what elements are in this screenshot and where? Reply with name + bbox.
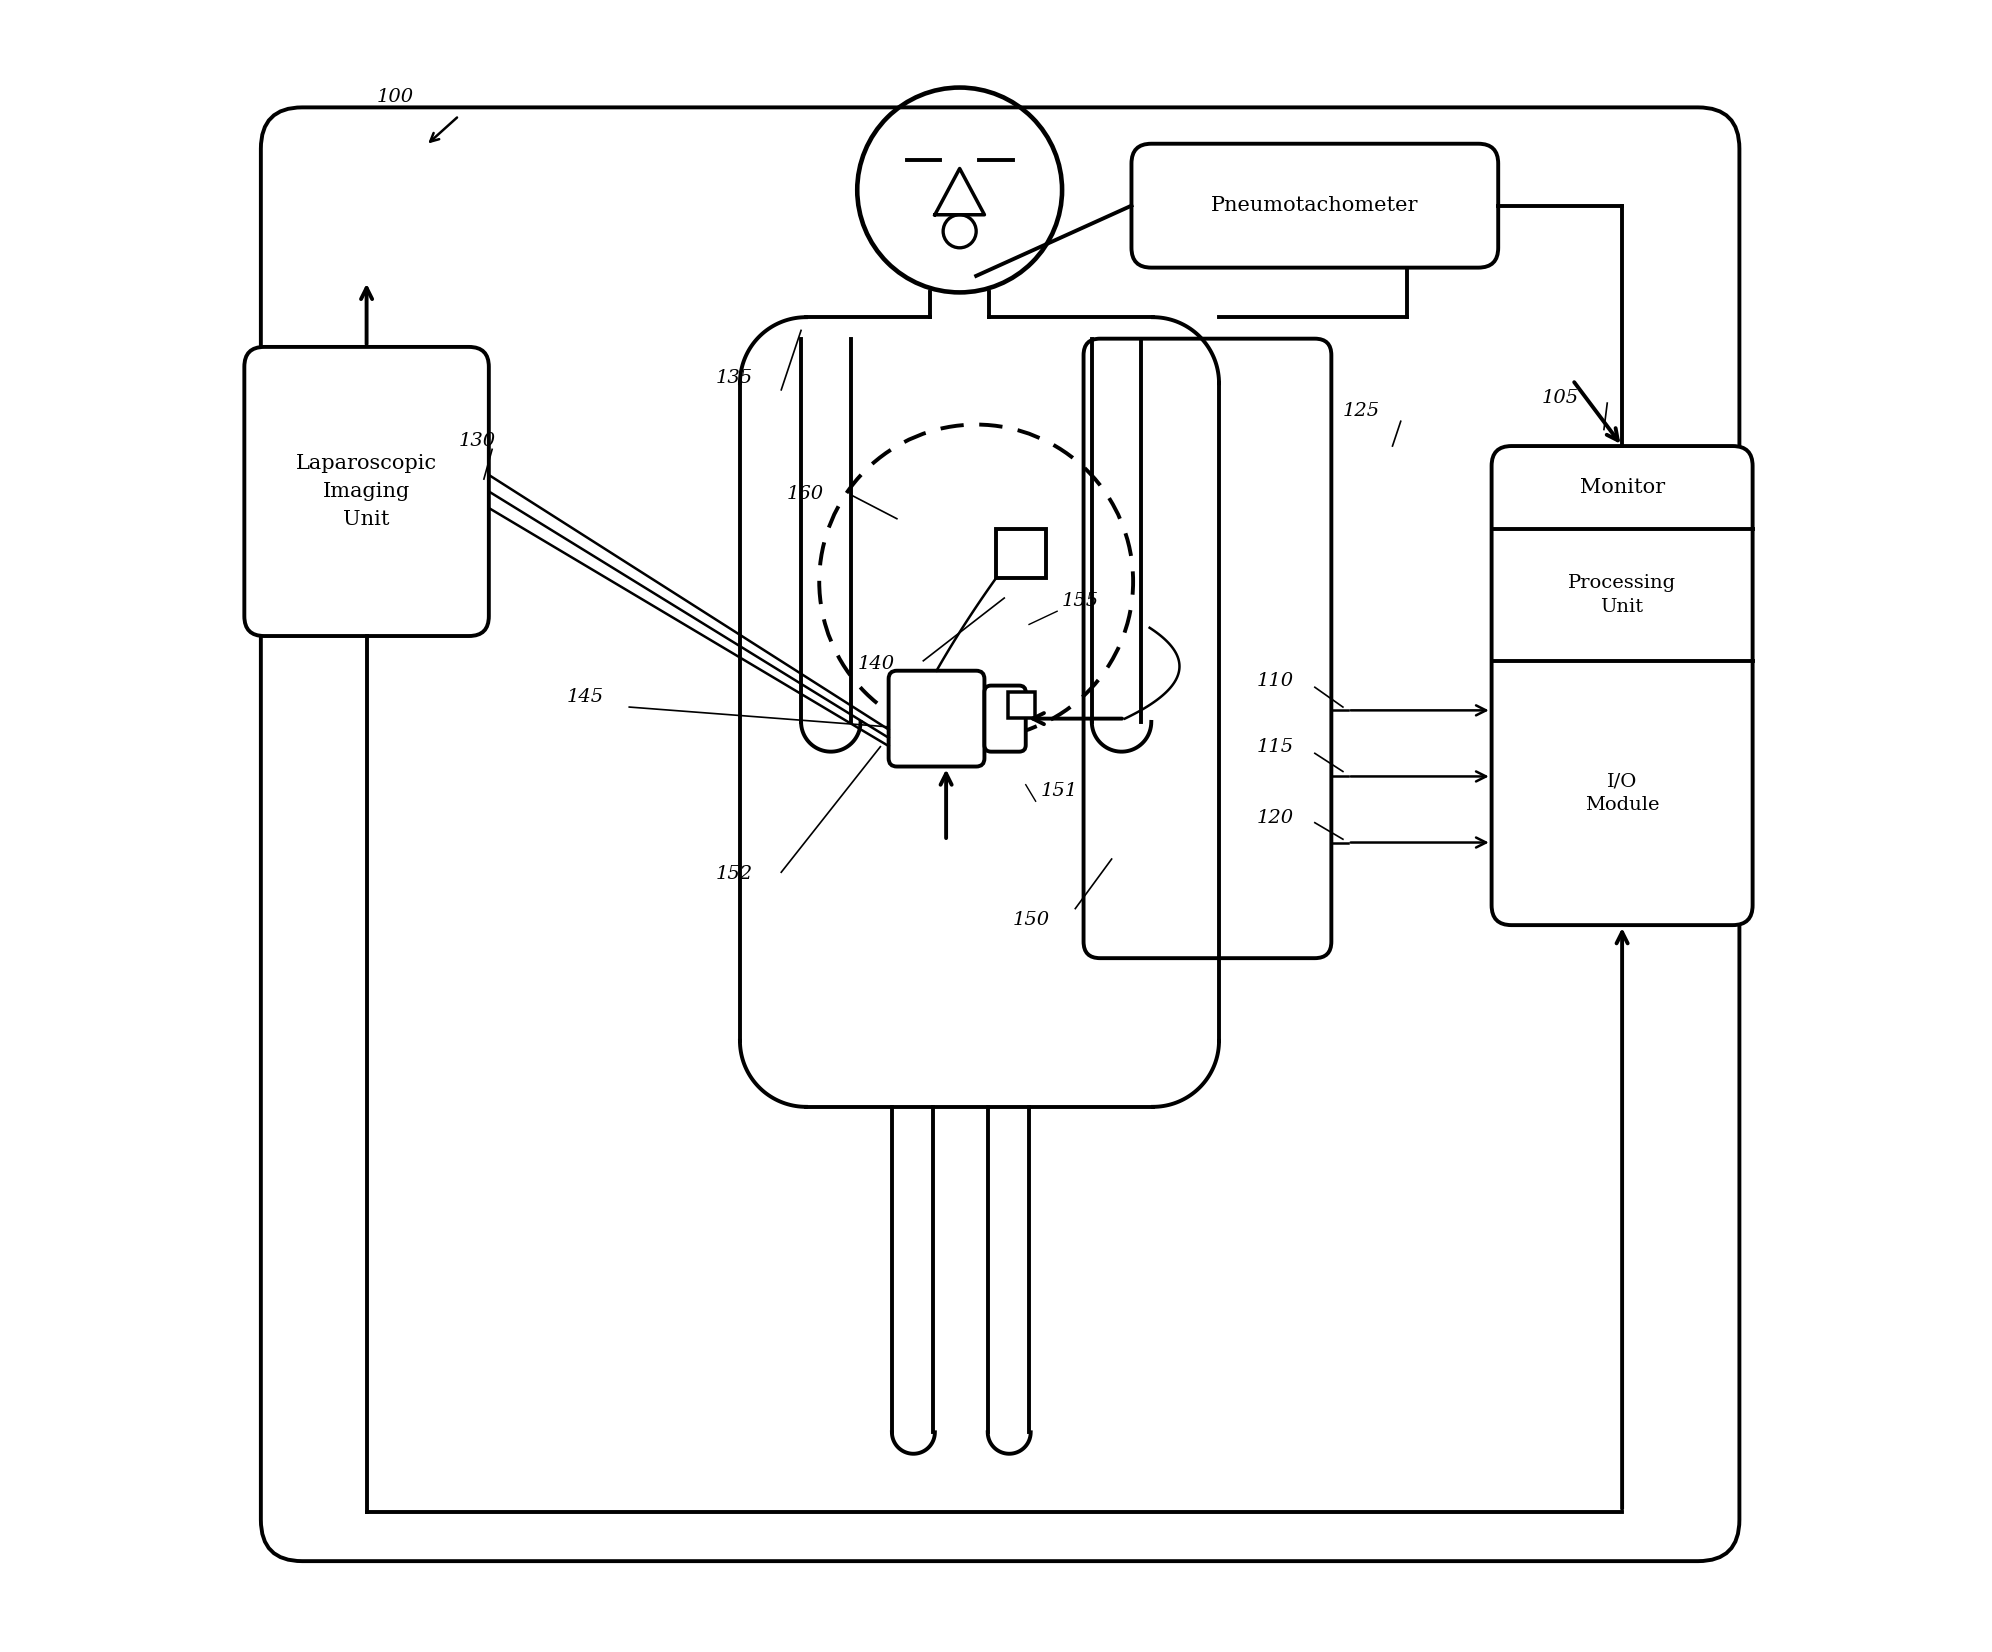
- Bar: [1008, 692, 1034, 719]
- FancyBboxPatch shape: [1084, 339, 1331, 958]
- Text: 135: 135: [715, 370, 753, 387]
- Text: 152: 152: [715, 866, 753, 882]
- FancyBboxPatch shape: [261, 107, 1739, 1561]
- Text: Pneumotachometer: Pneumotachometer: [1211, 197, 1418, 215]
- Text: I/O
Module: I/O Module: [1586, 771, 1659, 814]
- Text: Processing
Unit: Processing Unit: [1568, 573, 1675, 616]
- Text: 110: 110: [1257, 672, 1295, 689]
- FancyBboxPatch shape: [245, 347, 488, 636]
- Text: 151: 151: [1040, 783, 1078, 800]
- Text: Laparoscopic
Imaging
Unit: Laparoscopic Imaging Unit: [297, 454, 436, 529]
- FancyBboxPatch shape: [1131, 144, 1498, 268]
- Text: 155: 155: [1062, 593, 1100, 610]
- Text: 115: 115: [1257, 738, 1295, 755]
- Text: 140: 140: [857, 656, 894, 672]
- Text: 145: 145: [566, 689, 604, 705]
- FancyBboxPatch shape: [888, 671, 984, 767]
- FancyBboxPatch shape: [984, 686, 1026, 752]
- Bar: [996, 529, 1046, 578]
- Text: 160: 160: [787, 486, 823, 502]
- Text: 105: 105: [1542, 390, 1578, 406]
- Text: 150: 150: [1012, 912, 1050, 928]
- Text: Monitor: Monitor: [1580, 477, 1665, 497]
- Text: 125: 125: [1343, 403, 1380, 420]
- Text: 130: 130: [458, 433, 496, 449]
- FancyBboxPatch shape: [1492, 446, 1753, 925]
- Text: 100: 100: [376, 89, 414, 106]
- Text: 120: 120: [1257, 809, 1295, 826]
